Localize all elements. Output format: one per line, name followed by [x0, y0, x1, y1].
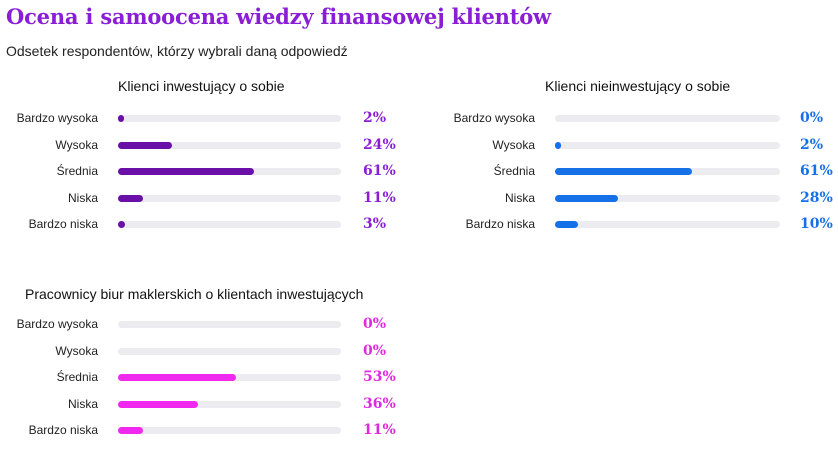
bar-track	[118, 321, 341, 328]
value-label: 3%	[363, 216, 387, 232]
bar-track	[118, 400, 341, 408]
bar-track	[555, 221, 780, 228]
value-label: 24%	[363, 136, 396, 153]
value-label: 61%	[363, 163, 396, 179]
bar-fill	[118, 400, 199, 408]
category-label: Bardzo wysoka	[16, 317, 98, 331]
bar-fill	[118, 194, 143, 202]
bar-fill	[555, 141, 561, 149]
value-label: 0%	[363, 316, 387, 332]
bar-fill	[118, 168, 255, 175]
category-label: Wysoka	[55, 343, 98, 358]
category-label: Niska	[67, 190, 98, 205]
category-label: Bardzo wysoka	[453, 111, 535, 125]
bar-track	[118, 141, 341, 149]
bar-fill	[118, 374, 237, 381]
category-label: Wysoka	[492, 137, 535, 152]
bar-track	[118, 347, 341, 355]
bar-track	[555, 168, 780, 175]
category-label: Średnia	[493, 164, 535, 178]
bar-fill	[555, 168, 693, 175]
value-label: 11%	[363, 189, 396, 206]
category-label: Bardzo niska	[28, 423, 98, 437]
category-label: Wysoka	[55, 137, 98, 152]
value-label: 10%	[800, 216, 833, 232]
value-label: 61%	[800, 163, 833, 179]
bar-track	[118, 427, 341, 434]
bar-fill	[555, 194, 618, 202]
bar-track	[555, 115, 780, 122]
chart-title: Ocena i samoocena wiedzy finansowej klie…	[6, 4, 551, 29]
bar-fill	[555, 221, 578, 228]
category-label: Bardzo wysoka	[16, 111, 98, 125]
value-label: 53%	[363, 369, 396, 385]
bar-fill	[118, 141, 172, 149]
value-label: 2%	[800, 136, 824, 153]
bar-fill	[118, 427, 143, 434]
panel-title: Klienci inwestujący o sobie	[118, 78, 285, 94]
bar-track	[118, 221, 341, 228]
value-label: 0%	[363, 342, 387, 359]
bar-track	[118, 194, 341, 202]
category-label: Bardzo niska	[465, 217, 535, 231]
category-label: Średnia	[56, 370, 98, 384]
bar-track	[555, 194, 780, 202]
value-label: 28%	[800, 189, 833, 206]
value-label: 2%	[363, 110, 387, 126]
bar-fill	[118, 221, 125, 228]
bar-track	[118, 115, 341, 122]
category-label: Bardzo niska	[28, 217, 98, 231]
value-label: 11%	[363, 422, 396, 438]
category-label: Niska	[504, 190, 535, 205]
bar-track	[118, 168, 341, 175]
panel-title: Pracownicy biur maklerskich o klientach …	[25, 286, 364, 302]
value-label: 36%	[363, 395, 396, 412]
bar-track	[118, 374, 341, 381]
chart-subtitle: Odsetek respondentów, którzy wybrali dan…	[6, 43, 348, 59]
panel-title: Klienci nieinwestujący o sobie	[545, 78, 731, 94]
bar-track	[555, 141, 780, 149]
category-label: Niska	[67, 396, 98, 411]
value-label: 0%	[800, 110, 824, 126]
bar-fill	[118, 115, 124, 122]
category-label: Średnia	[56, 164, 98, 178]
